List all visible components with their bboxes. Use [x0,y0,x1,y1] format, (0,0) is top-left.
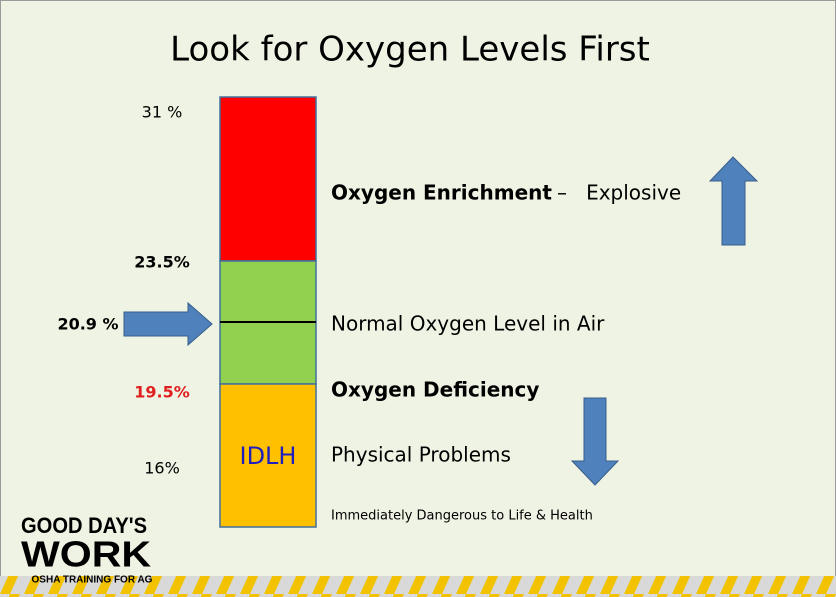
footer-stripe [0,576,836,597]
level-label: 20.9 % [57,315,118,334]
logo-line: WORK [21,534,151,575]
arrow-up [708,156,759,246]
title: Look for Oxygen Levels First [170,30,650,70]
description: – Explosive [557,181,681,205]
description: Normal Oxygen Level in Air [331,312,605,336]
level-label: 31 % [142,103,183,122]
enrichment-zone [219,96,317,262]
description: Oxygen Deficiency [331,378,539,402]
description: Immediately Dangerous to Life & Health [331,509,593,524]
logo-tagline: OSHA TRAINING FOR AG [32,575,153,586]
description: Oxygen Enrichment [331,181,552,205]
logo-line: GOOD DAY'S [21,513,147,538]
arrow-down [570,397,620,486]
level-label: 19.5% [134,383,190,402]
description: Physical Problems [331,443,511,467]
idlh-label: IDLH [240,442,297,470]
level-label: 23.5% [134,253,190,272]
level-label: 16% [144,459,180,478]
deficiency-zone [219,383,317,528]
arrow-right [123,301,213,347]
